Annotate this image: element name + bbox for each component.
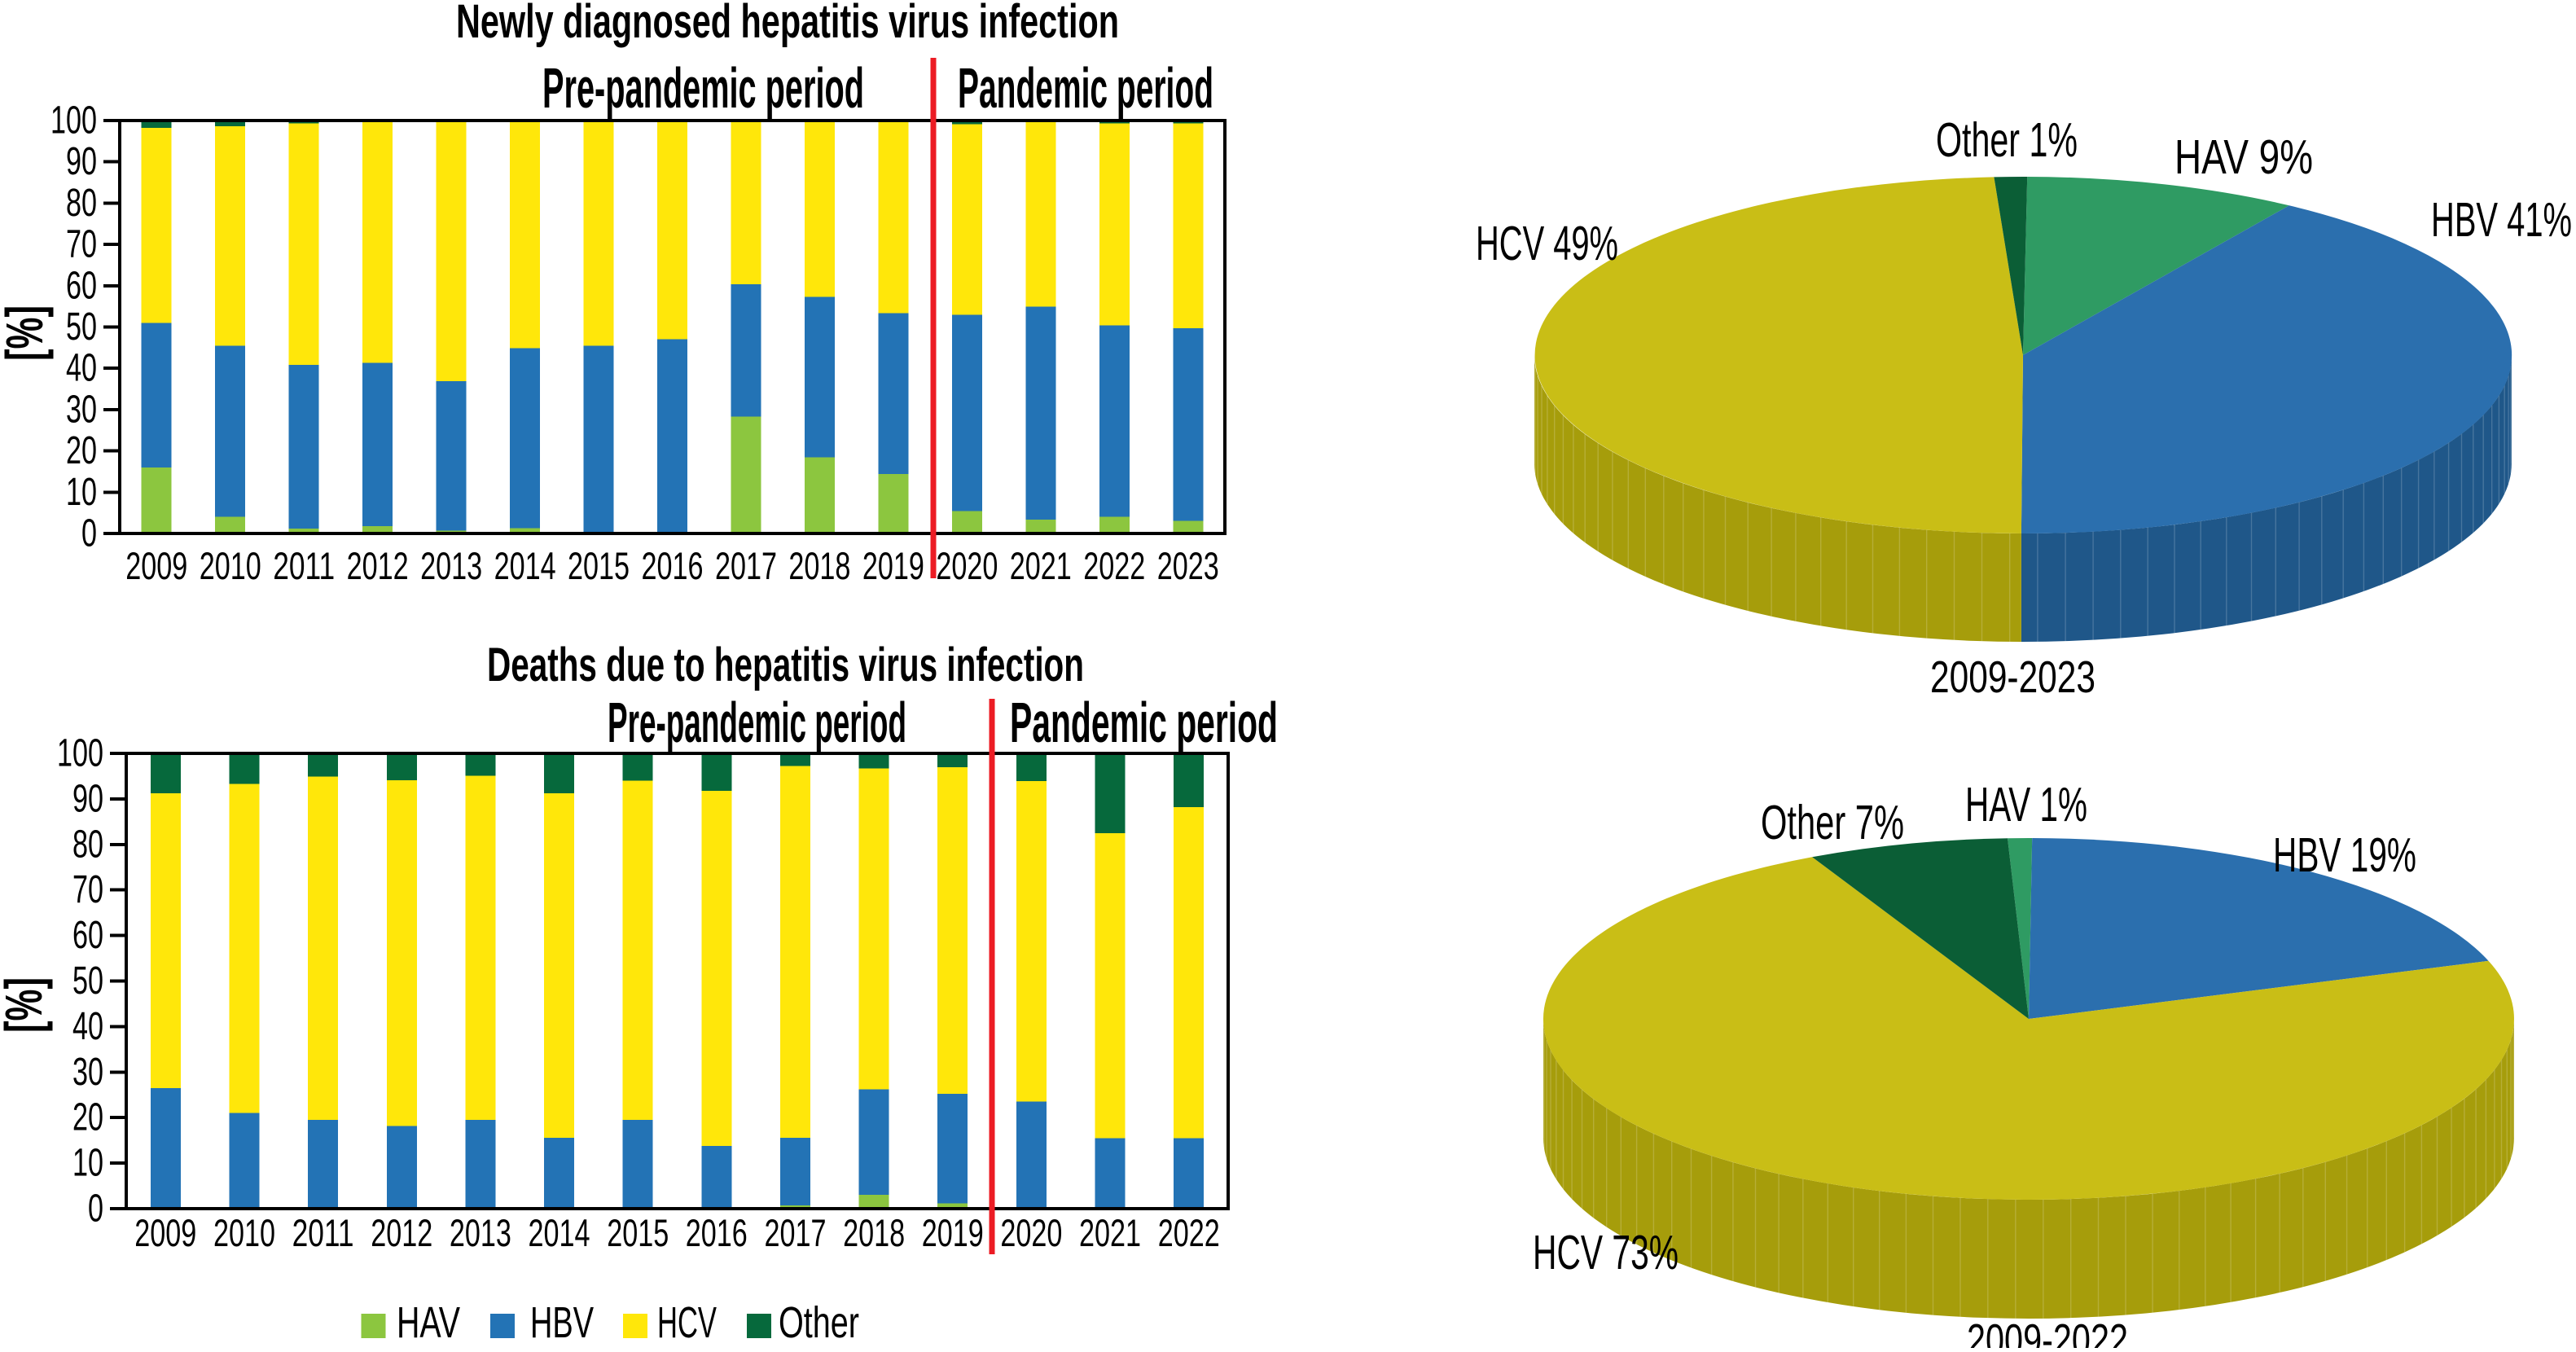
svg-text:80: 80 [66,182,97,225]
svg-text:Pandemic period: Pandemic period [1010,691,1278,754]
svg-text:2009-2023: 2009-2023 [1930,652,2095,702]
svg-text:60: 60 [66,264,97,307]
svg-text:Pandemic period: Pandemic period [958,56,1213,120]
svg-text:2019: 2019 [922,1211,984,1254]
svg-text:HCV 73%: HCV 73% [1533,1226,1679,1280]
svg-text:70: 70 [72,868,103,911]
svg-text:2021: 2021 [1010,544,1072,587]
svg-text:2014: 2014 [529,1211,590,1254]
svg-text:10: 10 [72,1142,103,1185]
svg-text:2017: 2017 [715,544,777,587]
svg-text:2020: 2020 [1000,1211,1062,1254]
svg-text:2012: 2012 [347,544,409,587]
svg-text:2011: 2011 [273,544,335,587]
svg-text:2016: 2016 [642,544,704,587]
svg-text:2020: 2020 [936,544,998,587]
svg-text:Deaths due to hepatitis virus: Deaths due to hepatitis virus infection [487,639,1084,691]
svg-text:2013: 2013 [420,544,482,587]
svg-text:2023: 2023 [1157,544,1219,587]
svg-text:2018: 2018 [788,544,850,587]
svg-text:10: 10 [66,471,97,514]
svg-text:Pre-pandemic period: Pre-pandemic period [608,691,906,754]
svg-text:2010: 2010 [200,544,261,587]
svg-text:70: 70 [66,223,97,266]
svg-text:Other: Other [779,1298,859,1347]
svg-text:2010: 2010 [213,1211,275,1254]
svg-text:2022: 2022 [1083,544,1145,587]
svg-text:2015: 2015 [568,544,630,587]
svg-text:50: 50 [66,305,97,349]
svg-text:90: 90 [66,140,97,183]
svg-text:20: 20 [66,429,97,472]
svg-text:100: 100 [57,732,103,775]
svg-text:60: 60 [72,914,103,957]
svg-text:2015: 2015 [607,1211,669,1254]
svg-text:20: 20 [72,1096,103,1139]
svg-text:30: 30 [66,388,97,431]
svg-text:Pre-pandemic period: Pre-pandemic period [542,56,864,120]
svg-text:0: 0 [81,512,97,555]
svg-text:HAV 9%: HAV 9% [2174,130,2313,184]
svg-text:HAV 1%: HAV 1% [1965,778,2087,832]
svg-text:HBV 19%: HBV 19% [2273,828,2416,882]
svg-text:0: 0 [88,1187,103,1231]
svg-text:2012: 2012 [371,1211,432,1254]
svg-text:HCV: HCV [657,1298,717,1347]
svg-text:2014: 2014 [494,544,556,587]
svg-text:2022: 2022 [1158,1211,1220,1254]
svg-text:2017: 2017 [765,1211,827,1254]
svg-text:80: 80 [72,823,103,866]
svg-text:HBV: HBV [530,1298,594,1347]
svg-text:2019: 2019 [862,544,924,587]
svg-text:[%]: [%] [0,305,54,361]
svg-text:2009-2022: 2009-2022 [1967,1315,2128,1348]
svg-text:HBV 41%: HBV 41% [2431,193,2572,247]
svg-text:Other 1%: Other 1% [1936,113,2078,167]
svg-text:90: 90 [72,777,103,820]
svg-text:2013: 2013 [450,1211,511,1254]
svg-text:100: 100 [50,99,97,143]
svg-text:40: 40 [66,347,97,390]
svg-text:[%]: [%] [0,977,53,1033]
svg-text:Other 7%: Other 7% [1761,796,1904,849]
svg-text:2009: 2009 [125,544,187,587]
svg-text:Newly diagnosed hepatitis viru: Newly diagnosed hepatitis virus infectio… [456,0,1119,48]
svg-text:40: 40 [72,1005,103,1048]
svg-text:50: 50 [72,959,103,1003]
svg-text:2018: 2018 [843,1211,905,1254]
svg-text:HCV 49%: HCV 49% [1476,217,1618,270]
svg-text:2021: 2021 [1079,1211,1141,1254]
svg-text:HAV: HAV [397,1298,460,1347]
svg-text:2009: 2009 [134,1211,196,1254]
svg-text:2011: 2011 [292,1211,354,1254]
svg-text:30: 30 [72,1051,103,1094]
svg-text:2016: 2016 [686,1211,748,1254]
